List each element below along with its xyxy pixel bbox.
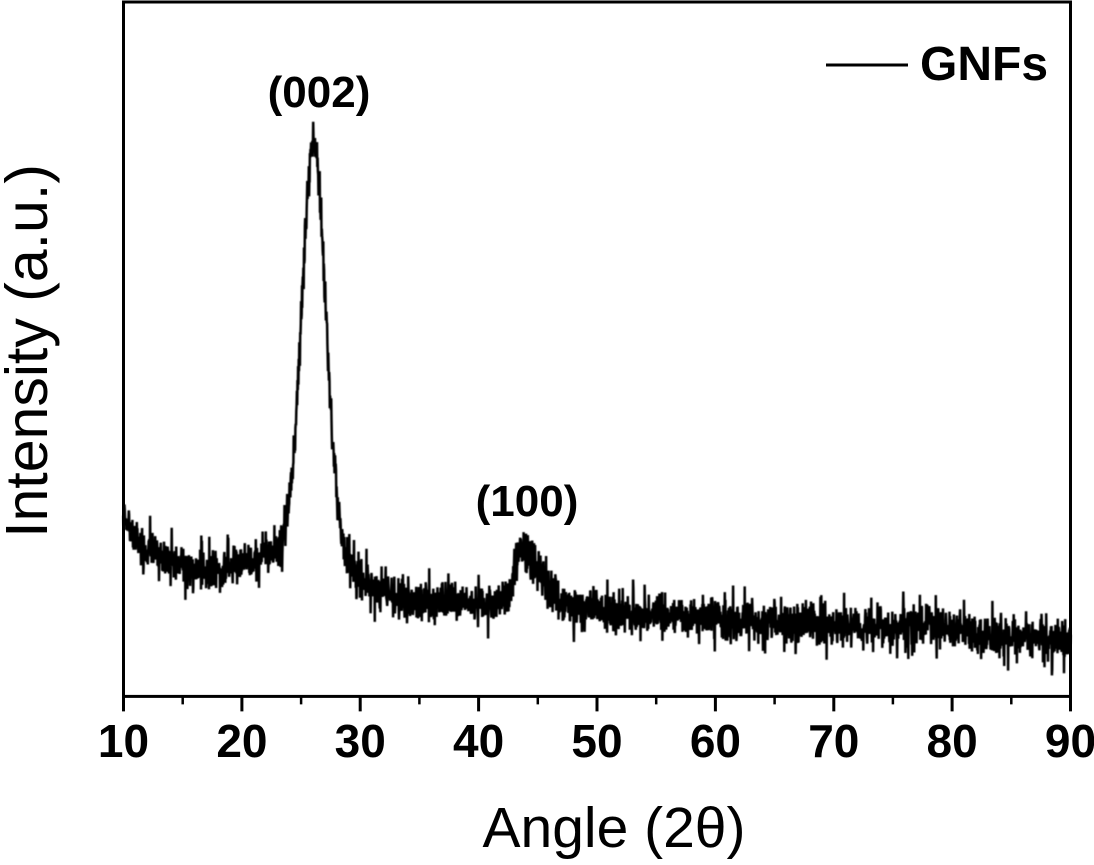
svg-text:10: 10 (98, 715, 149, 767)
svg-text:40: 40 (453, 715, 504, 767)
svg-text:90: 90 (1045, 715, 1094, 767)
svg-text:Intensity (a.u.): Intensity (a.u.) (0, 164, 60, 538)
svg-text:30: 30 (335, 715, 386, 767)
svg-text:60: 60 (690, 715, 741, 767)
svg-text:80: 80 (927, 715, 978, 767)
svg-text:GNFs: GNFs (920, 38, 1048, 91)
svg-text:20: 20 (216, 715, 267, 767)
svg-text:50: 50 (571, 715, 622, 767)
svg-text:70: 70 (808, 715, 859, 767)
svg-text:(002): (002) (268, 68, 371, 117)
svg-text:Angle (2θ): Angle (2θ) (483, 796, 746, 860)
svg-text:(100): (100) (476, 477, 579, 526)
